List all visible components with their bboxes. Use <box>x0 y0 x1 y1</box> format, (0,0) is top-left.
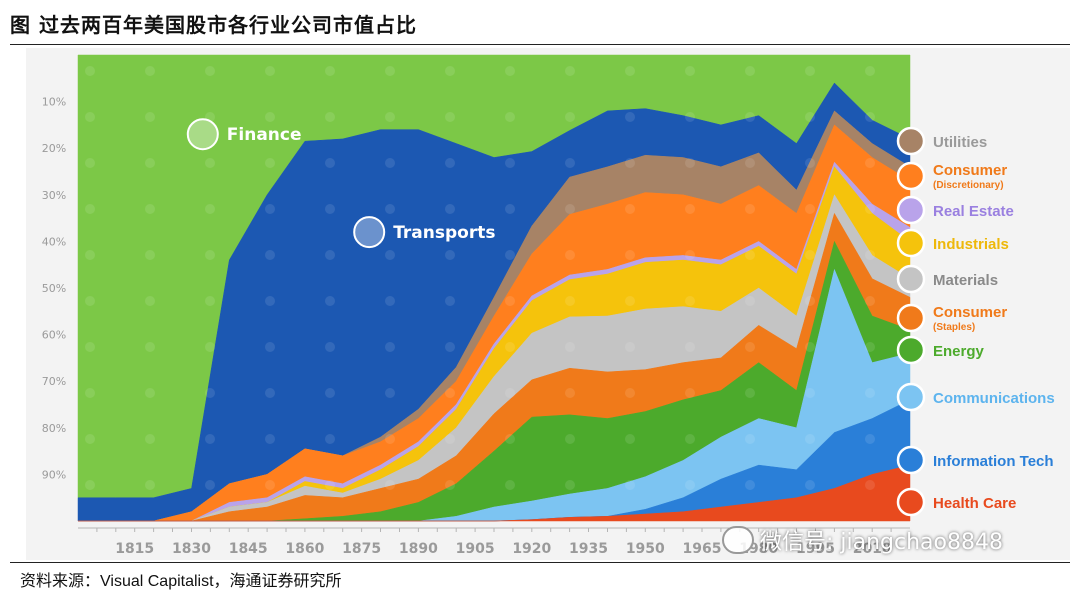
legend-label: Communications <box>933 390 1055 407</box>
x-tick-label: 2010 <box>853 541 892 557</box>
wechat-icon <box>722 526 754 554</box>
title-divider <box>10 44 1070 45</box>
y-tick-label: 20% <box>42 142 66 155</box>
legend-label: Consumer <box>933 304 1007 321</box>
y-tick-label: 70% <box>42 375 66 388</box>
legend-item-consumer-staples: Consumer(Staples) <box>896 303 1007 333</box>
series-label-transports: Transports <box>353 216 495 249</box>
cart-icon <box>896 303 926 333</box>
legend-item-health-care: Health Care <box>896 487 1016 517</box>
sector-share-area-chart: 10% 20% 30% 40% 50% 60% 70% 80% 90% 1815 1830 1845… <box>26 48 1070 560</box>
watermark-text: 微信号: jiangchao8848 <box>760 530 1003 555</box>
x-tick-label: 1845 <box>229 541 268 557</box>
x-tick-label: 1920 <box>512 541 551 557</box>
legend-item-energy: Energy <box>896 335 985 365</box>
wechat-watermark: 微信号: jiangchao8848 <box>722 523 1003 557</box>
y-tick-label: 30% <box>42 189 66 202</box>
satellite-icon <box>896 382 926 412</box>
page-title: 图 过去两百年美国股市各行业公司市值占比 <box>10 13 417 37</box>
series-label-finance: Finance <box>186 118 302 151</box>
money-bag-icon <box>186 118 219 151</box>
x-tick-label: 1890 <box>399 541 438 557</box>
y-tick-label: 50% <box>42 282 66 295</box>
y-tick-label: 80% <box>42 422 66 435</box>
medical-cross-icon <box>896 487 926 517</box>
legend-label: Information Tech <box>933 453 1054 470</box>
legend-sublabel: (Discretionary) <box>933 180 1004 191</box>
legend-item-consumer-discretionary: Consumer(Discretionary) <box>896 161 1007 191</box>
legend-item-industrials: Industrials <box>896 228 1009 258</box>
legend-item-utilities: Utilities <box>896 126 987 156</box>
x-tick-label: 1860 <box>285 541 324 557</box>
legend-label: Consumer <box>933 162 1007 179</box>
factory-icon <box>896 228 926 258</box>
x-tick-label: 1815 <box>115 541 154 557</box>
legend-item-materials: Materials <box>896 264 998 294</box>
legend-item-real-estate: Real Estate <box>896 195 1014 225</box>
x-tick-label: 1935 <box>569 541 608 557</box>
y-tick-label: 60% <box>42 329 66 342</box>
diamond-icon <box>896 264 926 294</box>
y-tick-label: 40% <box>42 235 66 248</box>
bolt-icon <box>896 335 926 365</box>
legend-item-information-tech: Information Tech <box>896 445 1054 475</box>
train-icon <box>353 216 386 249</box>
utilities-icon <box>896 126 926 156</box>
y-tick-label: 90% <box>42 468 66 481</box>
x-tick-label: 1965 <box>683 541 722 557</box>
shopping-bag-icon <box>896 161 926 191</box>
legend-label: Materials <box>933 272 998 289</box>
legend-item-communications: Communications <box>896 382 1055 412</box>
legend-label: Real Estate <box>933 203 1014 220</box>
legend-label: Utilities <box>933 134 987 151</box>
x-tick-label: 1830 <box>172 541 211 557</box>
legend-label: Health Care <box>933 495 1016 512</box>
x-tick-label: 1950 <box>626 541 665 557</box>
series-label-text: Finance <box>227 125 302 145</box>
y-tick-label: 10% <box>42 96 66 109</box>
legend-label: Industrials <box>933 236 1009 253</box>
source-note: 资料来源：Visual Capitalist，海通证券研究所 <box>20 573 342 590</box>
building-icon <box>896 195 926 225</box>
x-tick-label: 1905 <box>456 541 495 557</box>
footer-divider <box>10 562 1070 563</box>
x-tick-label: 1995 <box>796 541 835 557</box>
x-tick-label: 1875 <box>342 541 381 557</box>
chip-icon <box>896 445 926 475</box>
legend-label: Energy <box>933 343 985 360</box>
series-label-text: Transports <box>393 223 495 243</box>
legend-sublabel: (Staples) <box>933 322 975 333</box>
